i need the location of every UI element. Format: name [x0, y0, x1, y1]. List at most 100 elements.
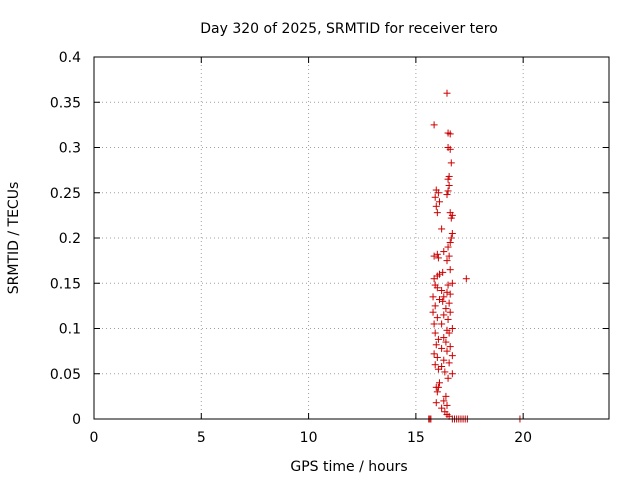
data-point: [435, 379, 443, 387]
data-point: [435, 198, 443, 206]
data-point: [429, 293, 437, 301]
data-point: [438, 225, 446, 233]
data-point: [433, 250, 441, 258]
data-point: [441, 368, 449, 376]
data-point: [432, 399, 440, 407]
data-point: [430, 320, 438, 328]
chart-title: Day 320 of 2025, SRMTID for receiver ter…: [200, 21, 498, 37]
data-point: [446, 239, 454, 247]
data-point: [448, 325, 456, 332]
data-point: [443, 347, 451, 355]
data-point: [445, 329, 453, 337]
data-point: [440, 293, 448, 301]
data-point: [447, 234, 455, 242]
data-point: [438, 286, 446, 294]
data-point: [434, 365, 442, 373]
y-tick-label: 0.3: [59, 141, 81, 157]
data-point: [438, 320, 446, 328]
data-point: [443, 191, 451, 199]
data-point: [447, 214, 455, 222]
data-point: [432, 341, 440, 349]
x-axis-label: GPS time / hours: [290, 459, 407, 475]
y-tick-label: 0.2: [59, 231, 81, 247]
y-tick-label: 0.1: [59, 322, 81, 338]
data-point: [443, 401, 451, 409]
data-point: [433, 209, 441, 217]
data-point: [443, 288, 451, 296]
data-point: [448, 229, 456, 237]
data-point: [444, 315, 452, 323]
data-point: [439, 268, 447, 276]
y-tick-label: 0.05: [50, 367, 81, 383]
y-tick-label: 0.25: [50, 186, 81, 202]
data-point: [444, 243, 452, 251]
y-axis-label: SRMTID / TECUs: [6, 182, 22, 295]
data-point: [445, 182, 453, 190]
data-point: [430, 350, 438, 358]
y-tick-label: 0.35: [50, 95, 81, 111]
data-point: [433, 284, 441, 292]
data-points: [425, 89, 524, 423]
data-point: [433, 353, 441, 361]
data-point: [442, 392, 450, 400]
data-point: [446, 145, 454, 153]
data-point: [429, 308, 437, 316]
data-point: [446, 343, 454, 351]
data-point: [446, 130, 454, 138]
data-point: [440, 248, 448, 256]
data-point: [448, 279, 456, 287]
data-point: [445, 252, 453, 260]
data-point: [444, 281, 452, 289]
data-point: [446, 290, 454, 298]
data-point: [430, 252, 438, 260]
data-point: [430, 275, 438, 283]
data-point: [443, 257, 451, 265]
data-point: [446, 266, 454, 274]
data-point: [440, 397, 448, 405]
data-point: [431, 329, 439, 337]
data-point: [434, 189, 442, 197]
data-point: [431, 361, 439, 369]
x-tick-label: 10: [300, 430, 318, 446]
data-point: [431, 302, 439, 310]
data-point: [442, 338, 450, 346]
y-tick-label: 0.4: [59, 50, 81, 66]
data-point: [438, 344, 446, 352]
data-point: [444, 175, 452, 183]
x-tick-label: 5: [197, 430, 206, 446]
data-point: [440, 311, 448, 319]
data-point: [433, 314, 441, 322]
data-point: [444, 374, 452, 382]
x-tick-labels: 0 5 10 15 20: [90, 430, 533, 446]
x-tick-label: 15: [407, 430, 425, 446]
x-tick-label: 0: [90, 430, 99, 446]
data-point: [435, 296, 443, 304]
data-point: [434, 254, 442, 262]
data-point: [448, 370, 456, 378]
data-point: [443, 89, 451, 97]
data-point: [434, 335, 442, 343]
data-point: [431, 193, 439, 201]
data-point: [432, 202, 440, 210]
axis-ticks: [93, 56, 609, 420]
data-point: [439, 297, 447, 305]
y-tick-labels: 0 0.05 0.1 0.15 0.2 0.25 0.3 0.35 0.4: [50, 50, 81, 428]
data-point: [434, 383, 442, 391]
data-point: [433, 388, 441, 396]
data-point: [442, 305, 450, 313]
data-point: [444, 187, 452, 195]
plot-frame: [93, 56, 610, 420]
data-point: [447, 159, 455, 167]
x-tick-label: 20: [514, 430, 532, 446]
data-point: [445, 359, 453, 367]
data-point: [440, 334, 448, 342]
data-point: [430, 121, 438, 129]
y-tick-label: 0: [72, 412, 81, 428]
data-point: [440, 356, 448, 364]
y-tick-label: 0.15: [50, 276, 81, 292]
data-point: [445, 299, 453, 307]
grid-lines: [94, 57, 609, 419]
data-point: [448, 352, 456, 360]
data-point: [446, 308, 454, 316]
